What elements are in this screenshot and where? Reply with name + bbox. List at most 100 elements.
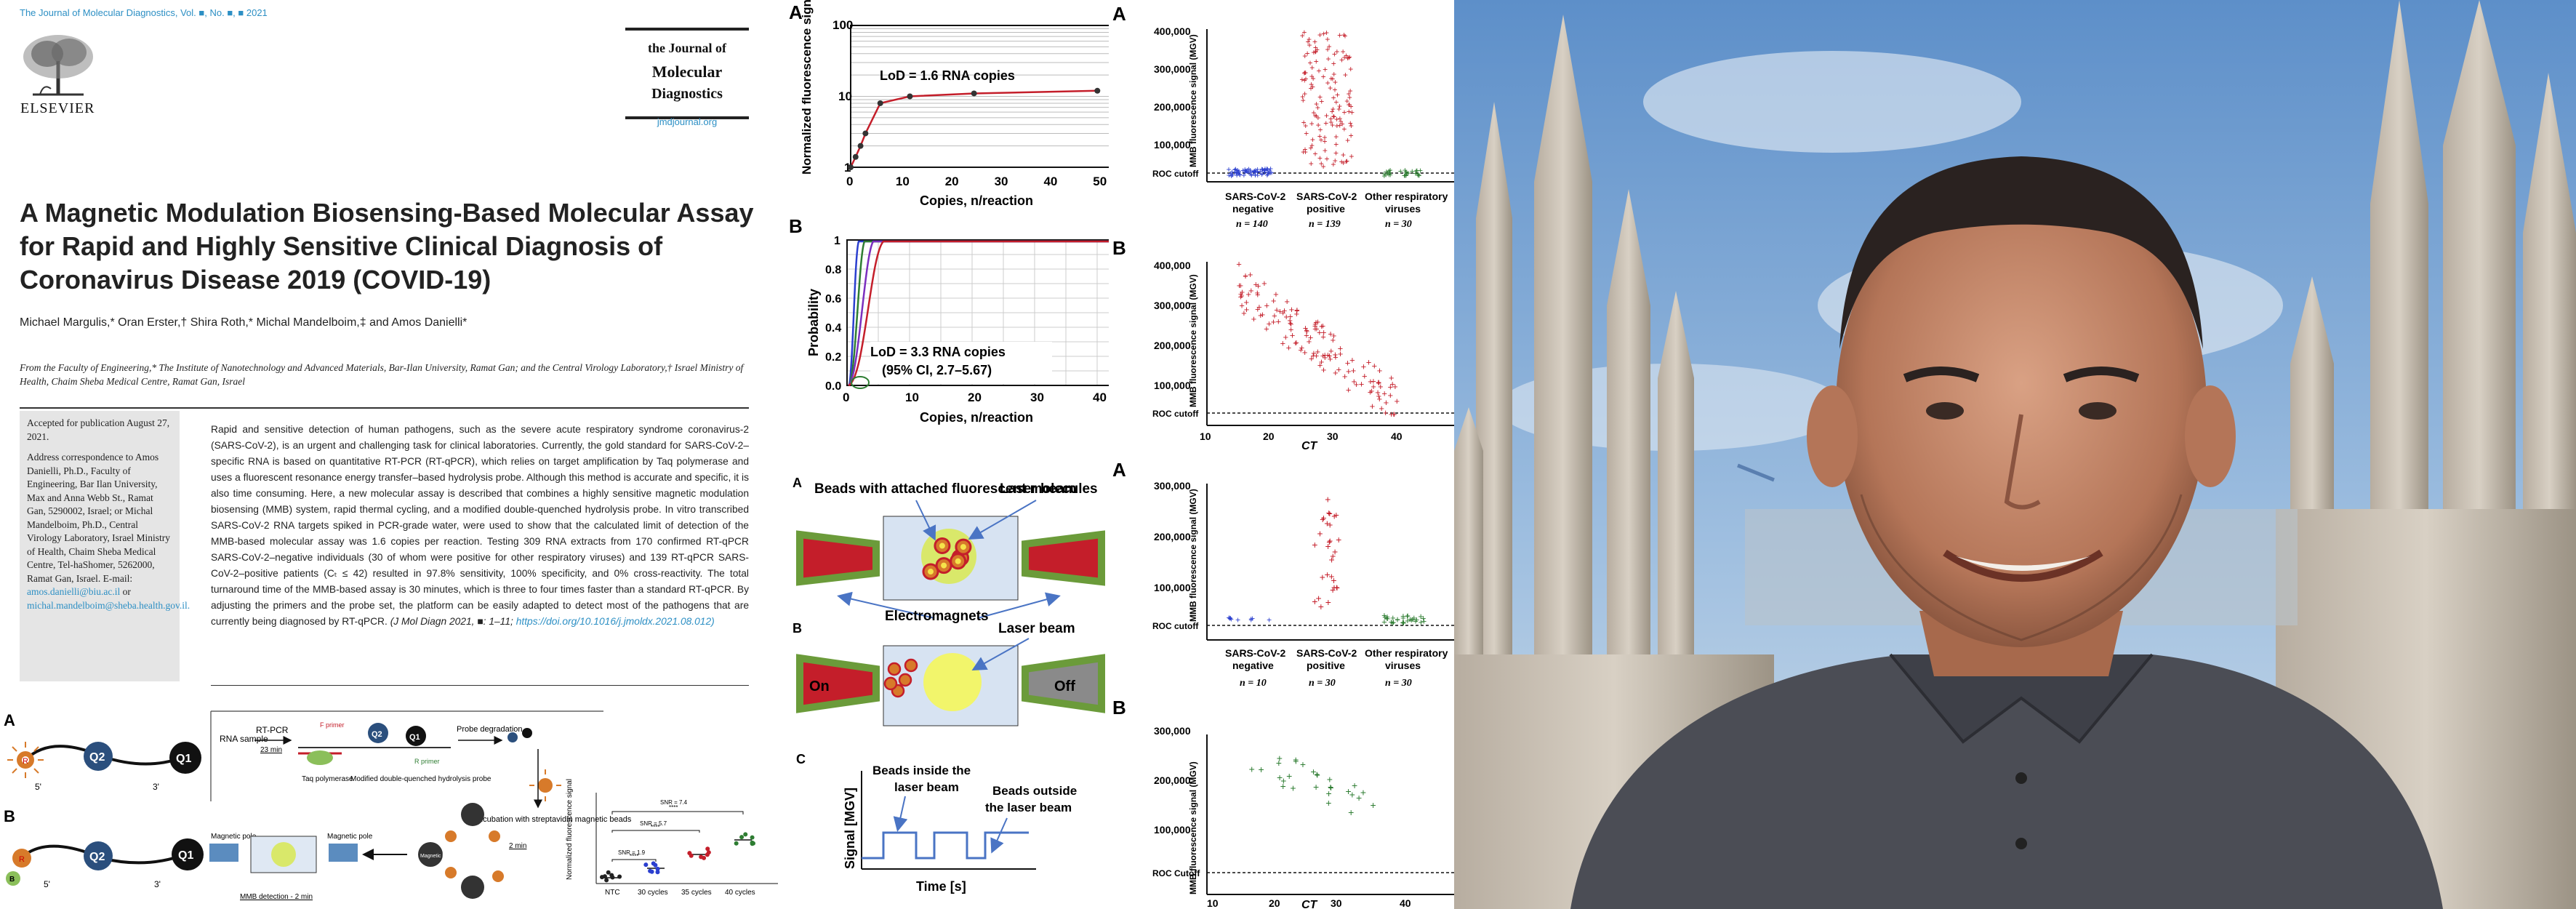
magnetic-pole-left-icon xyxy=(209,844,238,862)
mmb-diagram: A Beads with attached fluorescent molecu… xyxy=(793,476,1105,894)
data-point: + xyxy=(1368,376,1373,387)
data-point: + xyxy=(1288,317,1293,328)
journal-url-link[interactable]: jmdjournal.org xyxy=(657,116,718,127)
data-point: + xyxy=(1239,300,1245,311)
data-point: + xyxy=(1237,169,1243,180)
data-point: + xyxy=(1319,159,1324,169)
data-point: + xyxy=(1284,296,1290,307)
scatter-chart-a2: A MMB fluorescence signal (MGV) 300,000 … xyxy=(1112,459,1454,671)
data-point: + xyxy=(1395,614,1400,625)
data-point xyxy=(643,862,649,868)
data-point: + xyxy=(1376,377,1381,388)
data-point: + xyxy=(1309,71,1315,81)
data-point: + xyxy=(1255,167,1260,177)
data-point xyxy=(617,874,622,879)
data-point: + xyxy=(1416,170,1421,180)
beads-label: Beads with attached fluorescent molecule… xyxy=(814,481,1098,497)
data-point: + xyxy=(1304,129,1309,139)
data-point: + xyxy=(1243,166,1248,176)
data-point: + xyxy=(1324,28,1329,38)
data-point: + xyxy=(1312,539,1317,550)
data-point: + xyxy=(1248,285,1254,296)
quencher-q2 xyxy=(84,742,113,771)
bead-b-label: B xyxy=(9,876,15,884)
data-point: + xyxy=(1240,165,1245,175)
scatter-chart-b1: B MMB fluorescence signal (MGV) 400,000 … xyxy=(1112,237,1454,451)
data-point: + xyxy=(1334,582,1340,593)
ytick: 100,000 xyxy=(1154,582,1191,593)
data-point: + xyxy=(1372,360,1378,371)
quencher-q1-small xyxy=(406,726,426,746)
roc-cutoff-label: ROC cutoff xyxy=(1152,621,1199,631)
fluorescent-bead-core xyxy=(939,542,945,549)
plot-frame xyxy=(846,239,1109,386)
data-point: + xyxy=(1334,114,1339,124)
data-point: + xyxy=(1331,330,1337,341)
data-point: + xyxy=(1311,47,1316,57)
lod-fit-line xyxy=(849,89,1098,168)
data-point: + xyxy=(1277,752,1283,764)
data-point: + xyxy=(1255,167,1260,177)
reporter-dye-icon xyxy=(12,849,31,868)
data-point: + xyxy=(1341,30,1347,40)
data-point: + xyxy=(1227,613,1232,623)
data-point: + xyxy=(1317,153,1323,164)
magnetic-bead-cluster xyxy=(418,803,504,899)
data-point: + xyxy=(1316,593,1322,604)
data-point: + xyxy=(1238,288,1244,299)
data-point: + xyxy=(1336,104,1341,114)
data-point: + xyxy=(1322,137,1327,147)
doi-link[interactable]: https://doi.org/10.1016/j.jmoldx.2021.08… xyxy=(515,616,715,627)
data-point: + xyxy=(1255,289,1261,300)
data-point: + xyxy=(1331,159,1336,169)
data-point: + xyxy=(1245,167,1250,177)
probability-curve-red xyxy=(848,240,1109,387)
data-point: + xyxy=(1347,89,1352,99)
reporter-dye-icon xyxy=(529,769,561,801)
data-point: + xyxy=(1402,171,1407,181)
rna-sample-label: RNA sample xyxy=(220,734,268,744)
xtick: 40 xyxy=(1391,431,1403,442)
data-point: + xyxy=(1311,108,1316,118)
graphical-abstract: A B R Q2 Q1 5' 3' RNA sample RT-PCR 23 m… xyxy=(4,710,778,901)
data-point: + xyxy=(1389,409,1395,420)
data-point: + xyxy=(1337,30,1342,40)
data-point: + xyxy=(1259,169,1264,179)
data-point: + xyxy=(1259,169,1264,180)
data-point: + xyxy=(1327,41,1332,52)
teeth xyxy=(1956,556,2090,571)
data-point: + xyxy=(1236,168,1241,178)
data-point: + xyxy=(1333,351,1339,362)
email-link-mandelboim[interactable]: michal.mandelboim@sheba.health.gov.il. xyxy=(27,599,190,611)
data-point: + xyxy=(1371,381,1376,392)
taq-label: Taq polymerase xyxy=(302,775,353,783)
data-point: + xyxy=(1370,799,1376,811)
data-point: + xyxy=(1309,140,1315,151)
data-point: + xyxy=(1331,111,1336,121)
laser-label-b: Laser beam xyxy=(998,621,1075,636)
data-point: + xyxy=(1416,170,1421,180)
data-point: + xyxy=(1331,69,1336,79)
data-point: + xyxy=(1333,97,1339,108)
data-point: + xyxy=(1338,343,1344,353)
ytick: 300,000 xyxy=(1154,725,1191,737)
xtick: 10 xyxy=(1207,897,1219,909)
reporter-dye-icon xyxy=(7,742,44,778)
data-point: + xyxy=(1277,772,1283,783)
xtick: 40 xyxy=(1093,391,1107,404)
xtick: 20 xyxy=(968,391,982,404)
magnetic-pole-left-label: Magnetic pole xyxy=(211,833,257,841)
data-point: + xyxy=(1328,345,1334,356)
data-point: + xyxy=(1376,391,1381,401)
lod-point xyxy=(857,143,864,149)
xtick: 10 xyxy=(896,175,910,188)
panel-label: C xyxy=(796,752,806,766)
data-point: + xyxy=(1255,164,1260,175)
data-point: + xyxy=(1262,167,1267,177)
data-point: + xyxy=(1313,47,1318,57)
quencher-q1 xyxy=(169,742,201,774)
data-point: + xyxy=(1289,304,1295,315)
email-link-danielli[interactable]: amos.danielli@biu.ac.il xyxy=(27,586,121,597)
ytick: 200,000 xyxy=(1154,774,1191,786)
data-point: + xyxy=(1381,388,1387,399)
